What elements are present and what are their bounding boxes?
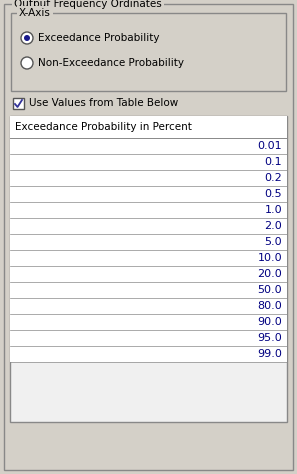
Text: Exceedance Probability: Exceedance Probability	[38, 33, 159, 43]
Text: Exceedance Probability in Percent: Exceedance Probability in Percent	[15, 122, 192, 132]
Text: 2.0: 2.0	[264, 221, 282, 231]
Text: 0.5: 0.5	[264, 189, 282, 199]
Circle shape	[21, 57, 33, 69]
Text: 80.0: 80.0	[257, 301, 282, 311]
Text: 1.0: 1.0	[264, 205, 282, 215]
Text: Use Values from Table Below: Use Values from Table Below	[29, 98, 178, 108]
Bar	[10, 116, 287, 362]
Text: Non-Exceedance Probability: Non-Exceedance Probability	[38, 58, 184, 68]
Text: 99.0: 99.0	[257, 349, 282, 359]
Text: X-Axis: X-Axis	[19, 8, 51, 18]
Text: 20.0: 20.0	[257, 269, 282, 279]
Bar	[10, 116, 287, 422]
Text: 0.2: 0.2	[264, 173, 282, 183]
Circle shape	[24, 35, 30, 41]
Text: Output Frequency Ordinates: Output Frequency Ordinates	[14, 0, 162, 9]
Text: 95.0: 95.0	[257, 333, 282, 343]
Text: 5.0: 5.0	[264, 237, 282, 247]
Text: 10.0: 10.0	[257, 253, 282, 263]
Bar	[13, 98, 24, 109]
Bar	[11, 13, 286, 91]
Text: 50.0: 50.0	[257, 285, 282, 295]
Circle shape	[21, 32, 33, 44]
Text: 90.0: 90.0	[257, 317, 282, 327]
Text: 0.01: 0.01	[257, 141, 282, 151]
Text: 0.1: 0.1	[264, 157, 282, 167]
